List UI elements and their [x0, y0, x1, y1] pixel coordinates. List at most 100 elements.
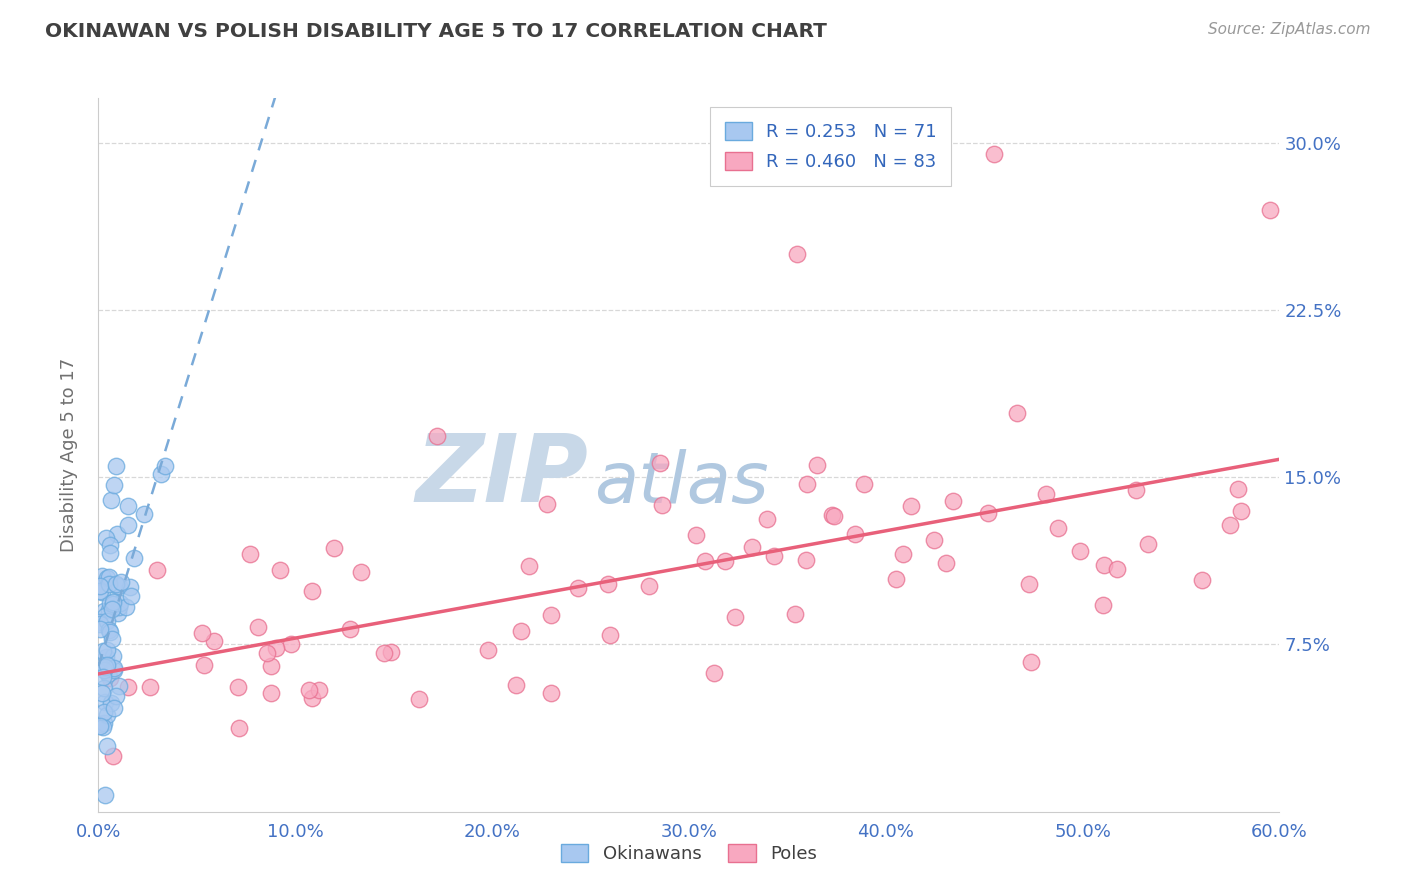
- Y-axis label: Disability Age 5 to 17: Disability Age 5 to 17: [59, 358, 77, 552]
- Point: [89, 615, 111, 629]
- Point: [1035, 487, 1057, 501]
- Point: [977, 507, 1000, 521]
- Point: [599, 627, 621, 641]
- Point: [122, 551, 145, 566]
- Point: [94, 608, 117, 623]
- Point: [105, 579, 128, 593]
- Point: [935, 556, 957, 570]
- Point: [90, 569, 112, 583]
- Point: [120, 580, 142, 594]
- Legend: Okinawans, Poles: Okinawans, Poles: [554, 837, 824, 871]
- Point: [1092, 558, 1115, 572]
- Point: [107, 579, 129, 593]
- Point: [1125, 483, 1147, 497]
- Point: [246, 619, 269, 633]
- Point: [844, 527, 866, 541]
- Point: [191, 626, 214, 640]
- Point: [146, 562, 169, 576]
- Point: [96, 657, 118, 672]
- Point: [637, 579, 659, 593]
- Point: [93, 663, 115, 677]
- Point: [115, 599, 138, 614]
- Point: [96, 667, 118, 681]
- Point: [540, 608, 562, 623]
- Point: [90, 686, 112, 700]
- Point: [1091, 598, 1114, 612]
- Point: [96, 707, 118, 722]
- Point: [900, 500, 922, 514]
- Point: [93, 604, 115, 618]
- Point: [713, 554, 735, 568]
- Point: [536, 497, 558, 511]
- Point: [884, 572, 907, 586]
- Point: [202, 634, 225, 648]
- Point: [786, 247, 808, 261]
- Point: [1018, 577, 1040, 591]
- Point: [93, 681, 115, 696]
- Point: [762, 549, 785, 563]
- Point: [1137, 536, 1160, 550]
- Point: [741, 540, 763, 554]
- Point: [89, 583, 111, 598]
- Point: [1019, 656, 1042, 670]
- Point: [349, 565, 371, 579]
- Point: [942, 493, 965, 508]
- Point: [651, 499, 673, 513]
- Point: [239, 547, 262, 561]
- Point: [110, 575, 132, 590]
- Point: [796, 476, 818, 491]
- Point: [117, 518, 139, 533]
- Point: [505, 678, 527, 692]
- Point: [1069, 544, 1091, 558]
- Point: [821, 508, 844, 523]
- Point: [103, 663, 125, 677]
- Point: [280, 637, 302, 651]
- Point: [139, 680, 162, 694]
- Point: [103, 597, 125, 611]
- Point: [89, 622, 111, 636]
- Point: [96, 658, 118, 673]
- Point: [93, 705, 115, 719]
- Point: [96, 739, 118, 754]
- Point: [755, 512, 778, 526]
- Point: [922, 533, 945, 548]
- Point: [1230, 504, 1253, 518]
- Point: [103, 649, 125, 664]
- Point: [96, 532, 118, 546]
- Point: [567, 581, 589, 595]
- Point: [823, 508, 845, 523]
- Point: [98, 596, 121, 610]
- Point: [1219, 518, 1241, 533]
- Point: [96, 571, 118, 585]
- Point: [97, 577, 120, 591]
- Point: [153, 459, 176, 474]
- Point: [540, 686, 562, 700]
- Point: [91, 644, 114, 658]
- Point: [256, 646, 278, 660]
- Point: [1227, 483, 1250, 497]
- Point: [108, 600, 131, 615]
- Point: [105, 527, 128, 541]
- Point: [477, 643, 499, 657]
- Text: ZIP: ZIP: [416, 430, 589, 523]
- Point: [96, 650, 118, 665]
- Point: [100, 696, 122, 710]
- Point: [228, 721, 250, 735]
- Point: [89, 616, 111, 631]
- Point: [98, 538, 121, 552]
- Point: [89, 719, 111, 733]
- Point: [264, 641, 287, 656]
- Point: [648, 456, 671, 470]
- Point: [685, 528, 707, 542]
- Point: [94, 695, 117, 709]
- Point: [785, 607, 807, 622]
- Point: [1258, 202, 1281, 217]
- Point: [193, 658, 215, 673]
- Point: [983, 147, 1005, 161]
- Point: [891, 547, 914, 561]
- Point: [339, 622, 361, 636]
- Point: [308, 682, 330, 697]
- Point: [853, 477, 876, 491]
- Point: [724, 609, 747, 624]
- Text: OKINAWAN VS POLISH DISABILITY AGE 5 TO 17 CORRELATION CHART: OKINAWAN VS POLISH DISABILITY AGE 5 TO 1…: [45, 22, 827, 41]
